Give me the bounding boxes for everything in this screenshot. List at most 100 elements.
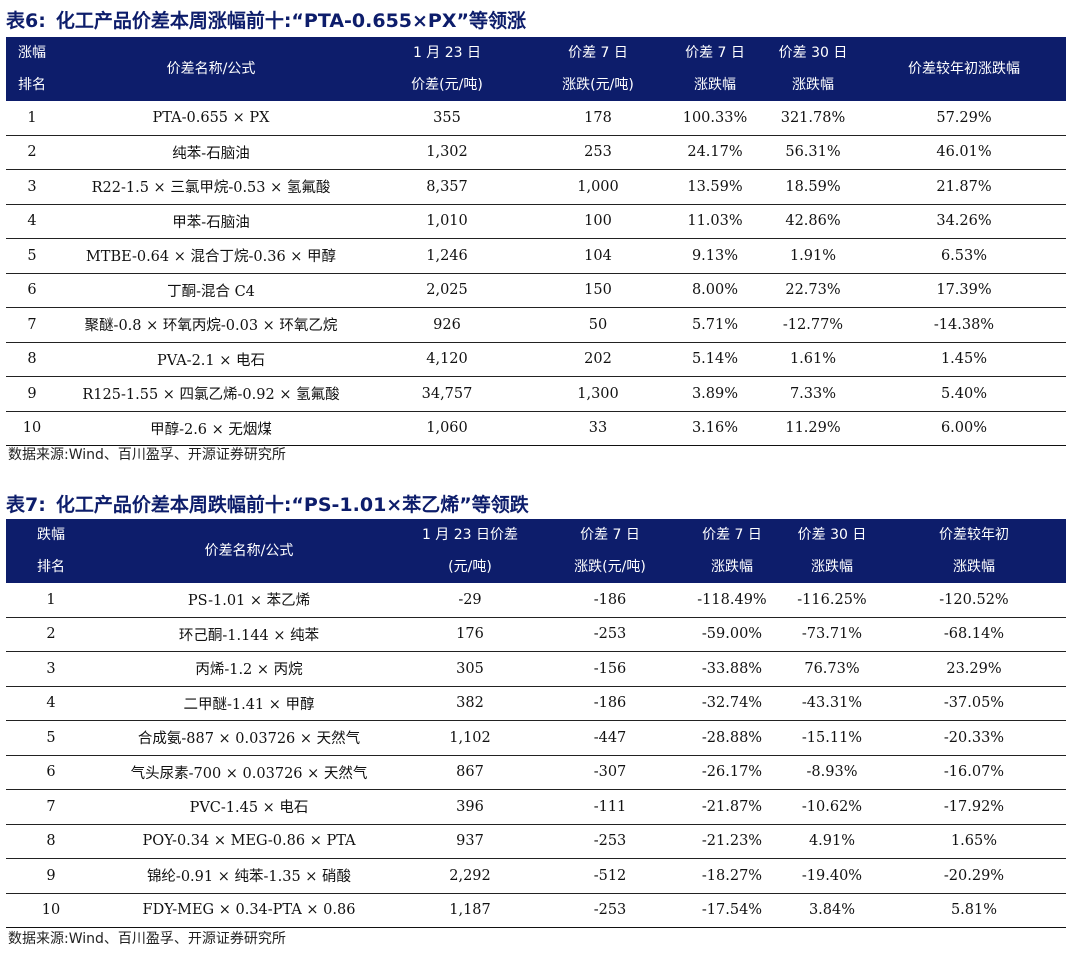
- table-cell: -20.29%: [882, 858, 1066, 894]
- table-cell: -16.07%: [882, 755, 1066, 790]
- table-cell: 7: [6, 789, 96, 825]
- table-cell: 21.87%: [862, 169, 1066, 205]
- table7-header-label-top: 价差 7 日: [580, 527, 640, 543]
- table-cell: 5.14%: [666, 342, 764, 377]
- table-row: 3 丙烯-1.2 × 丙烷 305 -156 -33.88% 76.73% 23.29%: [6, 651, 1066, 687]
- table-cell: 1,010: [364, 204, 530, 239]
- table-cell: 4: [6, 686, 96, 721]
- table6-header-cell: 价差名称/公式: [58, 37, 364, 101]
- table7-header-label: 价差名称/公式: [204, 543, 294, 559]
- table-row: 6 气头尿素-700 × 0.03726 × 天然气 867 -307 -26.17% -…: [6, 755, 1066, 790]
- table7-header-cell: 价差名称/公式: [96, 519, 402, 583]
- table-cell: -111: [538, 789, 682, 825]
- table-row: 8 PVA-2.1 × 电石 4,120 202 5.14% 1.61% 1.45%: [6, 342, 1066, 377]
- table-cell: 1.65%: [882, 824, 1066, 859]
- table-row: 2 纯苯-石脑油 1,302 253 24.17% 56.31% 46.01%: [6, 135, 1066, 170]
- table-cell: -68.14%: [882, 617, 1066, 652]
- table-cell: 926: [364, 307, 530, 343]
- table7-header: 跌幅 排名 价差名称/公式 1 月 23 日价差 (元/吨) 价差 7 日涨跌(元/吨) 价…: [6, 519, 1066, 583]
- table-cell: 1,246: [364, 238, 530, 274]
- table-cell: 8: [6, 342, 58, 377]
- table7-header-cell: 价差较年初 涨跌幅: [882, 519, 1066, 583]
- table-cell: 3: [6, 651, 96, 687]
- table6-title-number: 表6:: [6, 10, 46, 32]
- table-cell: 382: [402, 686, 538, 721]
- table-cell: -17.54%: [682, 893, 782, 928]
- table-cell: 46.01%: [862, 135, 1066, 170]
- table-cell: -12.77%: [764, 307, 862, 343]
- table-cell: -253: [538, 617, 682, 652]
- table-cell: -43.31%: [782, 686, 882, 721]
- table-row: 5 合成氨-887 × 0.03726 × 天然气 1,102 -447 -28.88%…: [6, 720, 1066, 756]
- table-cell: 1,300: [530, 376, 666, 412]
- table-cell: PTA-0.655 × PX: [58, 101, 364, 136]
- table6-header-label-top: 1 月 23 日: [412, 45, 482, 61]
- table6-header-cell: 涨幅 排名: [6, 37, 58, 101]
- table-cell: 150: [530, 273, 666, 308]
- table-cell: 9.13%: [666, 238, 764, 274]
- table-cell: -18.27%: [682, 858, 782, 894]
- table7-body: 1 PS-1.01 × 苯乙烯 -29 -186 -118.49% -116.25% -12…: [6, 583, 1066, 928]
- table-cell: 8.00%: [666, 273, 764, 308]
- table7-header-cell: 价差 7 日涨跌(元/吨): [538, 519, 682, 583]
- table-cell: R125-1.55 × 四氯乙烯-0.92 × 氢氟酸: [58, 376, 364, 412]
- table-cell: 23.29%: [882, 651, 1066, 687]
- table6-header-label-top: 价差 30 日: [778, 45, 848, 61]
- table6-header-label-bottom: 涨跌幅: [694, 77, 736, 93]
- table-row: 3 R22-1.5 × 三氯甲烷-0.53 × 氢氟酸 8,357 1,000 13.5…: [6, 169, 1066, 205]
- table-cell: -14.38%: [862, 307, 1066, 343]
- table-row: 10 甲醇-2.6 × 无烟煤 1,060 33 3.16% 11.29% 6.00%: [6, 411, 1066, 446]
- table-cell: 1,060: [364, 411, 530, 446]
- table-row: 10 FDY-MEG × 0.34-PTA × 0.86 1,187 -253 -17.…: [6, 893, 1066, 928]
- table-cell: 1.61%: [764, 342, 862, 377]
- table-row: 5 MTBE-0.64 × 混合丁烷-0.36 × 甲醇 1,246 104 9.13%…: [6, 238, 1066, 274]
- table-cell: -253: [538, 824, 682, 859]
- table-cell: -447: [538, 720, 682, 756]
- table-cell: 76.73%: [782, 651, 882, 687]
- table-cell: -120.52%: [882, 583, 1066, 618]
- table6-header-cell: 价差较年初涨跌幅: [862, 37, 1066, 101]
- table-cell: 100: [530, 204, 666, 239]
- table-cell: 9: [6, 858, 96, 894]
- table7-header-label-top: 1 月 23 日价差: [421, 527, 519, 543]
- table-cell: 355: [364, 101, 530, 136]
- table7-header-row: 跌幅 排名 价差名称/公式 1 月 23 日价差 (元/吨) 价差 7 日涨跌(元/吨) 价…: [6, 519, 1066, 583]
- table7-header-label-top: 跌幅: [37, 527, 65, 543]
- table6-header-label-bottom: 排名: [18, 77, 46, 93]
- table-cell: 321.78%: [764, 101, 862, 136]
- table-cell: 937: [402, 824, 538, 859]
- table6-source: 数据来源:Wind、百川盈孚、开源证券研究所: [8, 447, 286, 463]
- table-cell: 8: [6, 824, 96, 859]
- table-cell: -33.88%: [682, 651, 782, 687]
- table-cell: 1.91%: [764, 238, 862, 274]
- table-cell: -37.05%: [882, 686, 1066, 721]
- table-cell: 22.73%: [764, 273, 862, 308]
- table7-header-cell: 价差 30 日涨跌幅: [782, 519, 882, 583]
- table-cell: -156: [538, 651, 682, 687]
- table7-header-cell: 跌幅 排名: [6, 519, 96, 583]
- table-cell: 18.59%: [764, 169, 862, 205]
- table7-header-label-bottom: (元/吨): [448, 559, 492, 575]
- table-cell: 5: [6, 720, 96, 756]
- table6-header-label-bottom: 价差(元/吨): [411, 77, 483, 93]
- table7-header-label-bottom: 涨跌幅: [811, 559, 853, 575]
- table6-header-label-bottom: 涨跌(元/吨): [562, 77, 634, 93]
- table-cell: 42.86%: [764, 204, 862, 239]
- table-cell: -253: [538, 893, 682, 928]
- table-cell: 8,357: [364, 169, 530, 205]
- table-row: 7 PVC-1.45 × 电石 396 -111 -21.87% -10.62% -17.9…: [6, 789, 1066, 825]
- table-cell: 气头尿素-700 × 0.03726 × 天然气: [96, 755, 402, 790]
- table7-header-label-top: 价差 7 日: [702, 527, 762, 543]
- table-cell: -8.93%: [782, 755, 882, 790]
- table6-header-label-top: 价差 7 日: [685, 45, 745, 61]
- table6-title-text: 化工产品价差本周涨幅前十:“PTA-0.655×PX”等领涨: [55, 10, 526, 32]
- table-cell: 11.03%: [666, 204, 764, 239]
- table-cell: -19.40%: [782, 858, 882, 894]
- table7-header-label-top: 价差较年初: [939, 527, 1009, 543]
- table-cell: -17.92%: [882, 789, 1066, 825]
- table-cell: 50: [530, 307, 666, 343]
- table7-header-cell: 价差 7 日涨跌幅: [682, 519, 782, 583]
- table-cell: 34,757: [364, 376, 530, 412]
- table-cell: 1: [6, 101, 58, 136]
- table-row: 6 丁酮-混合 C4 2,025 150 8.00% 22.73% 17.39%: [6, 273, 1066, 308]
